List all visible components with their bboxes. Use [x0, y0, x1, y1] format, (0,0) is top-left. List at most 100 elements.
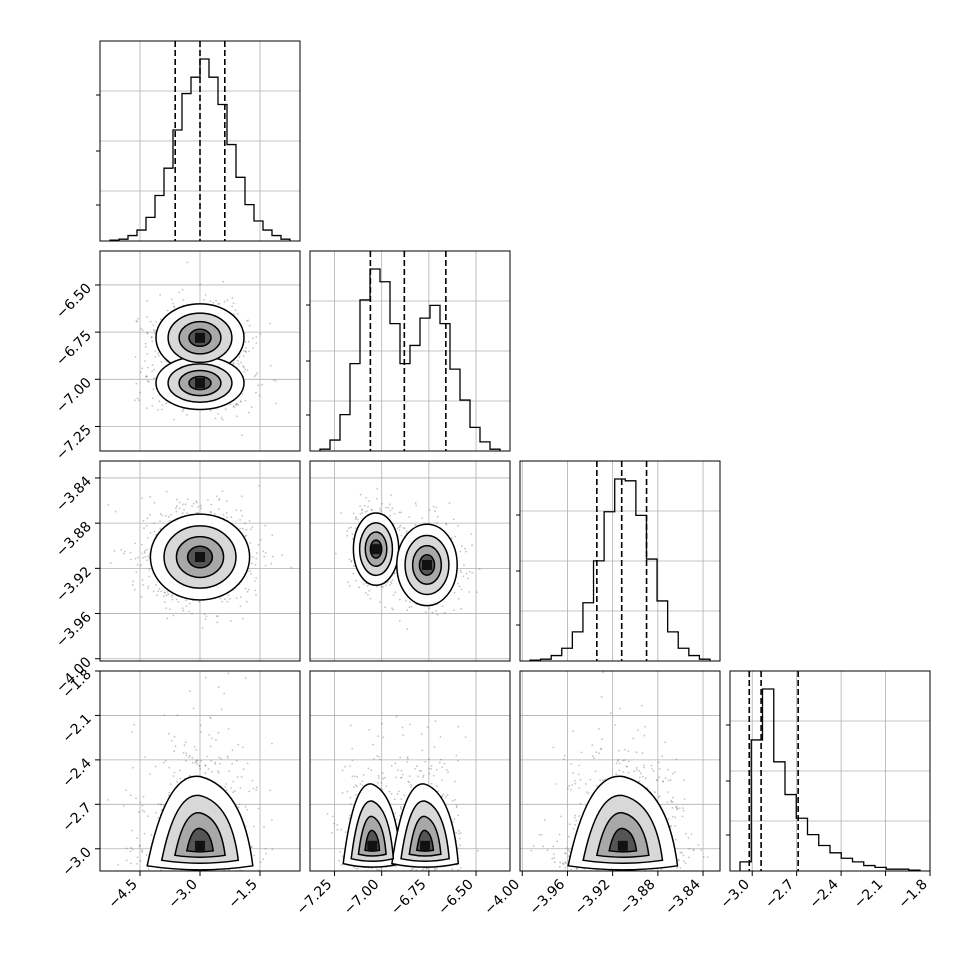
sample-point: [470, 533, 472, 535]
sample-point: [138, 845, 141, 848]
sample-point: [195, 749, 198, 751]
sample-point: [453, 818, 456, 820]
sample-point: [254, 580, 256, 582]
sample-point: [257, 544, 260, 546]
sample-point: [235, 402, 238, 405]
sample-point: [204, 873, 206, 875]
sample-point: [139, 860, 142, 862]
sample-point: [441, 605, 444, 607]
sample-point: [141, 552, 144, 555]
sample-point: [238, 356, 241, 359]
sample-point: [146, 375, 148, 378]
sample-point: [153, 368, 155, 371]
sample-point: [146, 537, 149, 539]
sample-point: [158, 400, 161, 403]
sample-point: [223, 300, 226, 303]
sample-point: [239, 519, 242, 521]
sample-point: [135, 571, 138, 573]
sample-point: [202, 875, 204, 877]
sample-point: [679, 867, 682, 869]
sample-point: [364, 592, 367, 594]
sample-point: [448, 502, 451, 504]
sample-point: [628, 760, 630, 763]
sample-point: [436, 867, 438, 870]
sample-point: [211, 770, 214, 773]
sample-point: [183, 744, 186, 747]
sample-point: [144, 360, 146, 362]
sample-point: [232, 883, 234, 885]
sample-point: [210, 511, 213, 514]
sample-point: [237, 362, 240, 365]
sample-point: [224, 408, 227, 411]
sample-point: [225, 512, 228, 514]
sample-point: [355, 527, 357, 529]
sample-point: [263, 826, 265, 829]
sample-point: [244, 535, 247, 537]
sample-point: [471, 544, 473, 547]
sample-point: [144, 375, 147, 378]
sample-point: [159, 293, 162, 296]
sample-point: [355, 867, 357, 870]
sample-point: [214, 761, 217, 764]
hist-panel-p1: [99, 40, 301, 242]
sample-point: [264, 552, 267, 554]
sample-point: [246, 590, 249, 593]
sample-point: [146, 366, 149, 369]
sample-point: [435, 506, 437, 509]
sample-point: [173, 735, 176, 738]
sample-point: [341, 855, 344, 858]
sample-point: [218, 508, 220, 510]
sample-point: [400, 534, 403, 537]
scatter-panel-p1-p2: [99, 250, 301, 452]
sample-point: [147, 380, 150, 383]
sample-point: [331, 832, 333, 834]
sample-point: [179, 769, 182, 772]
sample-point: [372, 875, 374, 877]
sample-point: [248, 520, 251, 522]
sample-point: [551, 876, 553, 878]
sample-point: [366, 510, 368, 512]
sample-point: [189, 873, 191, 875]
sample-point: [131, 584, 134, 586]
sample-point: [231, 305, 234, 308]
sample-point: [564, 852, 566, 855]
sample-point: [451, 868, 454, 871]
sample-point: [351, 533, 354, 535]
sample-point: [248, 324, 251, 327]
sample-point: [246, 762, 249, 765]
sample-point: [255, 594, 257, 596]
sample-point: [148, 568, 151, 571]
sample-point: [400, 776, 402, 779]
sample-point: [346, 534, 348, 537]
sample-point: [219, 597, 222, 600]
sample-point: [145, 524, 148, 527]
sample-point: [191, 613, 193, 615]
sample-point: [160, 803, 163, 806]
sample-point: [420, 733, 423, 736]
sample-point: [229, 598, 231, 600]
scatter-panel-p2-p4: [309, 670, 511, 877]
sample-point: [167, 878, 169, 880]
sample-point: [138, 844, 141, 847]
sample-point: [174, 745, 177, 748]
sample-point: [109, 562, 112, 564]
sample-point: [207, 768, 210, 770]
sample-point: [181, 410, 184, 413]
sample-point: [173, 771, 176, 774]
sample-point: [396, 527, 399, 530]
scatter-frame: [309, 670, 511, 872]
sample-point: [146, 380, 149, 382]
sample-point: [151, 397, 154, 400]
sample-point: [376, 497, 378, 500]
sample-point: [217, 302, 220, 305]
sample-point: [421, 749, 424, 752]
sample-point: [364, 511, 367, 513]
density-peak: [195, 332, 205, 343]
sample-point: [361, 508, 363, 511]
sample-point: [251, 526, 254, 528]
sample-point: [353, 775, 356, 778]
sample-point: [393, 873, 395, 875]
sample-point: [227, 757, 230, 759]
sample-point: [165, 490, 168, 493]
sample-point: [271, 819, 273, 821]
